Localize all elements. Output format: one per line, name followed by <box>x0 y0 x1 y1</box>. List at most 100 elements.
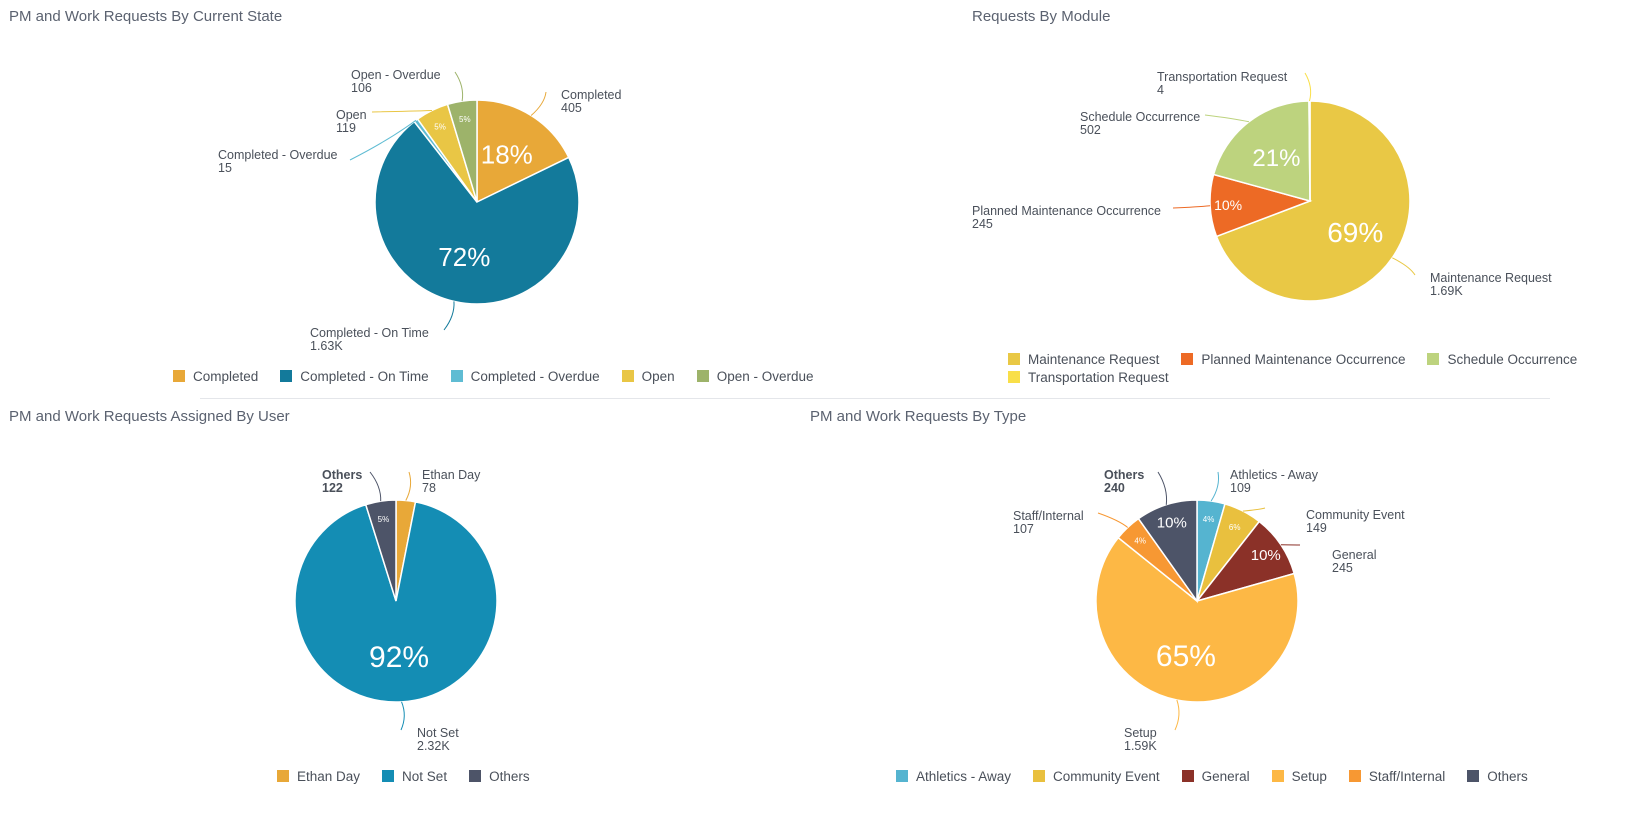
pie-slice[interactable] <box>476 99 570 204</box>
slice-name-label: Maintenance Request <box>1430 271 1552 285</box>
slice-name-label: Staff/Internal <box>1013 509 1084 523</box>
slice-percent-label: 4% <box>1134 537 1146 546</box>
legend-item[interactable]: Planned Maintenance Occurrence <box>1181 350 1405 368</box>
leader-line <box>400 701 405 731</box>
chart-legend: Maintenance Request Planned Maintenance O… <box>1008 350 1628 386</box>
slice-percent-label: 18% <box>481 140 533 170</box>
slice-value-label: 502 <box>1080 123 1101 137</box>
legend-swatch <box>450 370 463 382</box>
chart-title: Requests By Module <box>972 8 1111 25</box>
pie-slice[interactable] <box>374 120 580 305</box>
legend-swatch <box>1467 770 1480 782</box>
legend-swatch <box>280 370 293 382</box>
legend-item[interactable]: Completed - On Time <box>280 367 429 385</box>
slice-percent-label: 5% <box>378 515 390 524</box>
slice-value-label: 405 <box>561 101 582 115</box>
legend-item[interactable]: Transportation Request <box>1008 368 1169 386</box>
slice-name-label: Athletics - Away <box>1230 468 1319 482</box>
slice-value-label: 106 <box>351 81 372 95</box>
slice-percent-label: 10% <box>1157 514 1187 531</box>
leader-line <box>349 119 417 161</box>
legend-label: Open <box>641 368 675 384</box>
legend-label: Others <box>489 768 530 784</box>
slice-name-label: Planned Maintenance Occurrence <box>972 204 1161 218</box>
chart-title: PM and Work Requests Assigned By User <box>9 408 290 425</box>
pie-slice[interactable] <box>1212 100 1311 202</box>
legend-item[interactable]: Ethan Day <box>277 767 360 785</box>
pie-slice[interactable] <box>446 99 478 203</box>
slice-name-label: General <box>1332 548 1376 562</box>
chart-legend: Completed Completed - On Time Completed - … <box>173 367 853 385</box>
leader-line <box>405 471 412 501</box>
legend-label: Others <box>1487 768 1528 784</box>
pie-slice[interactable] <box>1215 100 1411 302</box>
slice-name-label: Transportation Request <box>1157 70 1288 84</box>
leader-line <box>443 301 455 331</box>
legend-label: Planned Maintenance Occurrence <box>1201 351 1406 367</box>
legend-swatch <box>1008 371 1020 383</box>
divider <box>200 398 1550 399</box>
legend-item[interactable]: Completed <box>173 367 258 385</box>
legend-label: Schedule Occurrence <box>1447 351 1578 367</box>
legend-item[interactable]: Open - Overdue <box>696 367 814 385</box>
slice-value-label: 245 <box>972 217 993 231</box>
legend-swatch <box>277 770 289 782</box>
leader-line <box>1172 205 1211 209</box>
legend-item[interactable]: Maintenance Request <box>1008 350 1159 368</box>
slice-percent-label: 4% <box>1203 515 1215 524</box>
slice-value-label: 2.32K <box>417 739 450 753</box>
leader-line <box>1392 257 1416 276</box>
slice-value-label: 15 <box>218 161 232 175</box>
chart-title: PM and Work Requests By Current State <box>9 8 283 25</box>
slice-value-label: 240 <box>1104 481 1125 495</box>
slice-value-label: 1.63K <box>310 339 343 353</box>
legend-item[interactable]: Staff/Internal <box>1348 767 1446 785</box>
slice-value-label: 149 <box>1306 521 1327 535</box>
slice-value-label: 4 <box>1157 83 1164 97</box>
slice-name-label: Community Event <box>1306 508 1405 522</box>
slice-value-label: 109 <box>1230 481 1251 495</box>
slice-name-label: Completed - On Time <box>310 326 429 340</box>
legend-label: Completed <box>193 368 259 384</box>
leader-line <box>454 71 464 102</box>
slice-name-label: Ethan Day <box>422 468 481 482</box>
leader-line <box>1210 471 1220 502</box>
legend-swatch <box>1181 353 1194 365</box>
legend-label: Staff/Internal <box>1368 768 1446 784</box>
legend-label: Not Set <box>402 768 448 784</box>
legend-item[interactable]: Setup <box>1271 767 1327 785</box>
slice-value-label: 107 <box>1013 522 1034 536</box>
legend-swatch <box>1271 770 1284 782</box>
leader-line <box>371 109 432 113</box>
legend-label: Ethan Day <box>297 768 361 784</box>
slice-percent-label: 21% <box>1252 145 1300 172</box>
legend-item[interactable]: General <box>1181 767 1250 785</box>
pie-slice[interactable] <box>1095 536 1299 703</box>
slice-name-label: Not Set <box>417 726 459 740</box>
legend-item[interactable]: Open <box>621 367 675 385</box>
legend-swatch <box>1427 353 1440 365</box>
slice-percent-label: 92% <box>369 641 429 674</box>
chart-title: PM and Work Requests By Type <box>810 408 1027 425</box>
legend-swatch <box>1181 770 1194 782</box>
legend-item[interactable]: Not Set <box>382 767 447 785</box>
pie-slice[interactable] <box>364 499 397 602</box>
legend-item[interactable]: Others <box>469 767 530 785</box>
slice-percent-label: 5% <box>434 123 446 132</box>
legend-label: Completed - On Time <box>300 368 429 384</box>
legend-swatch <box>1008 353 1020 365</box>
legend-item[interactable]: Community Event <box>1033 767 1160 785</box>
legend-swatch <box>173 370 185 382</box>
legend-item[interactable]: Schedule Occurrence <box>1427 350 1577 368</box>
pie-slice[interactable] <box>1137 499 1198 604</box>
slice-name-label: Open <box>336 108 367 122</box>
legend-swatch <box>1348 770 1361 782</box>
leader-line <box>1304 72 1312 102</box>
legend-item[interactable]: Athletics - Away <box>896 767 1011 785</box>
legend-item[interactable]: Others <box>1467 767 1528 785</box>
legend-item[interactable]: Completed - Overdue <box>450 367 600 385</box>
chart-legend: Athletics - Away Community Event General Se… <box>896 767 1596 785</box>
